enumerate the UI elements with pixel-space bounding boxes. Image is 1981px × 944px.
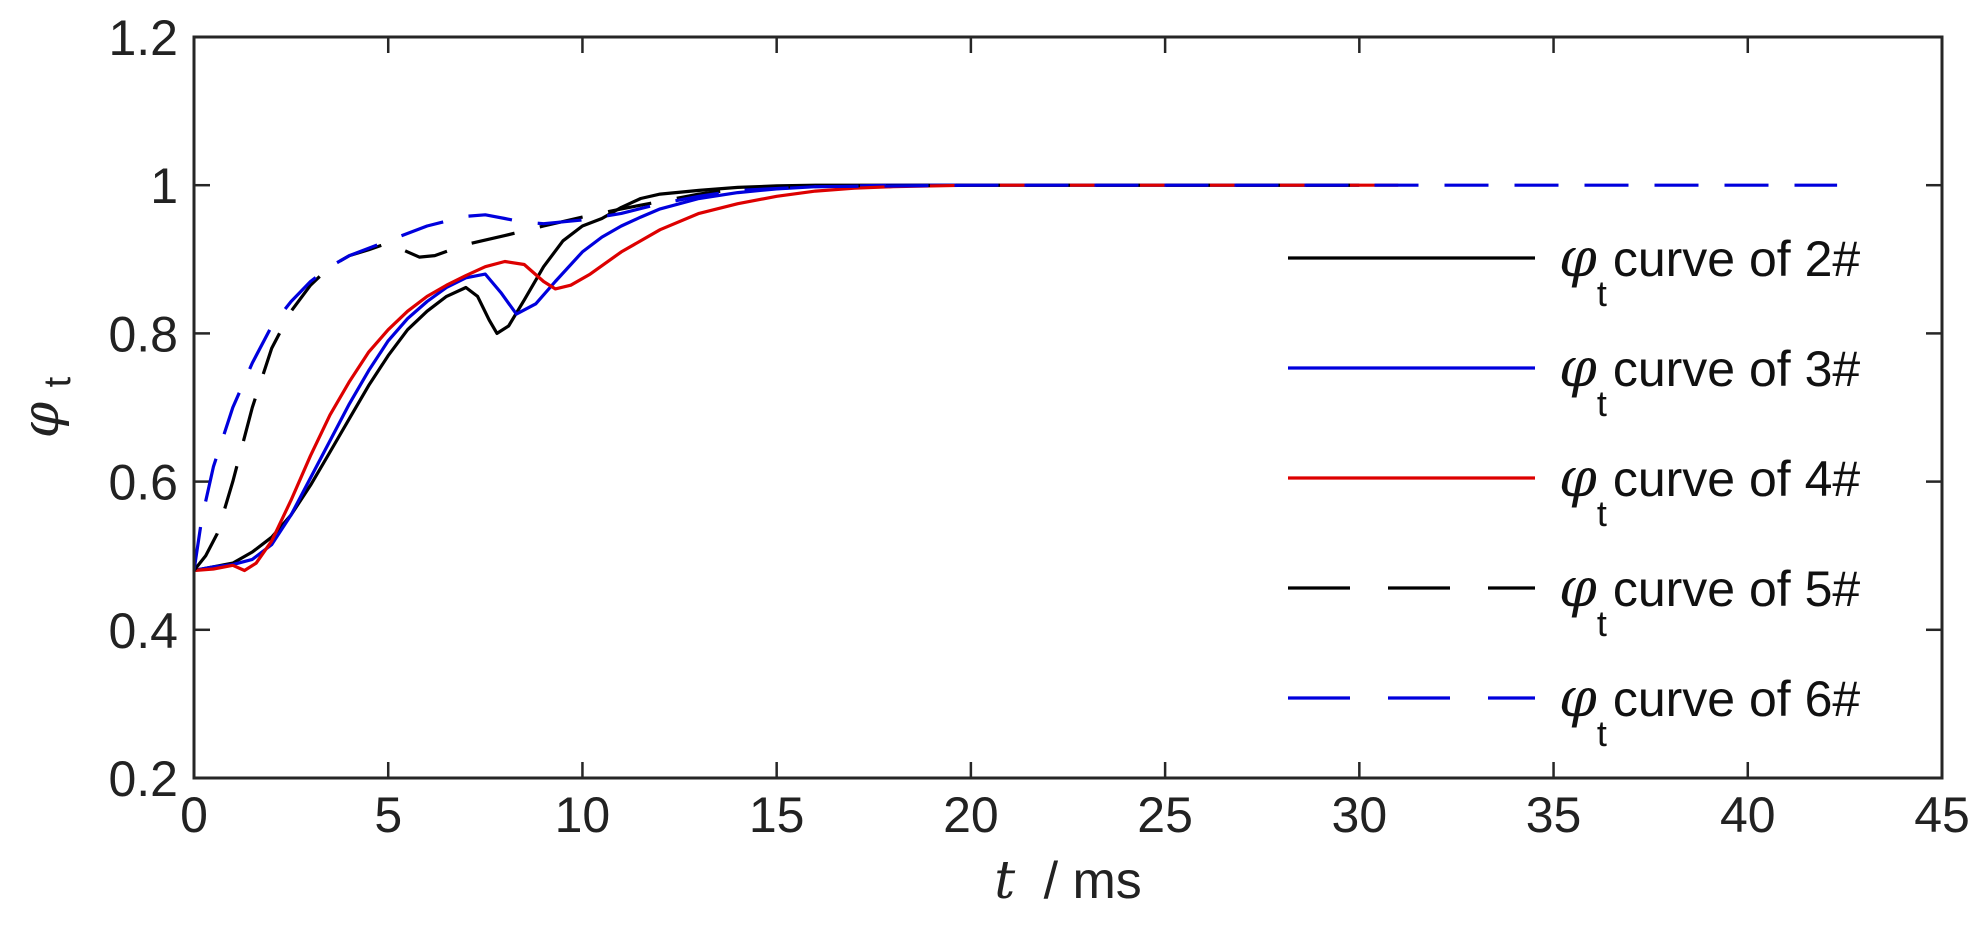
- legend: φtcurve of 2#φtcurve of 3#φtcurve of 4#φ…: [1288, 226, 1860, 754]
- x-tick-label: 35: [1526, 787, 1582, 843]
- x-tick-labels: 0 5 10 15 20 25 30 35 40 45: [180, 787, 1970, 843]
- legend-subscript: t: [1597, 713, 1607, 754]
- legend-symbol: φ: [1559, 446, 1597, 509]
- x-tick-label: 5: [374, 787, 402, 843]
- series-line-1: [193, 183, 1360, 573]
- legend-symbol: φ: [1559, 336, 1597, 399]
- tick-marks: [192, 35, 1944, 780]
- x-tick-label: 45: [1914, 787, 1970, 843]
- legend-subscript: t: [1597, 603, 1607, 644]
- y-tick-label: 0.4: [108, 603, 178, 659]
- legend-entry-5: φtcurve of 6#: [1559, 666, 1860, 754]
- x-tick-label: 30: [1332, 787, 1388, 843]
- legend-subscript: t: [1597, 493, 1607, 534]
- y-tick-label: 0.6: [108, 455, 178, 511]
- y-tick-label: 0.2: [108, 751, 178, 807]
- legend-label: curve of 2#: [1613, 231, 1861, 287]
- legend-label: curve of 5#: [1613, 561, 1861, 617]
- plot-frame: [192, 35, 1944, 780]
- legend-label: curve of 3#: [1613, 341, 1861, 397]
- legend-subscript: t: [1597, 383, 1607, 424]
- legend-label: curve of 4#: [1613, 451, 1861, 507]
- legend-symbol: φ: [1559, 226, 1597, 289]
- legend-symbol: φ: [1559, 556, 1597, 619]
- series-lines: [192, 183, 1838, 573]
- y-tick-label: 1.2: [108, 10, 178, 66]
- x-axis-label-unit: / ms: [1044, 852, 1142, 910]
- y-tick-labels: 0.2 0.4 0.6 0.8 1 1.2: [108, 10, 178, 807]
- legend-entry-3: φtcurve of 4#: [1559, 446, 1860, 534]
- x-tick-label: 0: [180, 787, 208, 843]
- legend-symbol: φ: [1559, 666, 1597, 729]
- x-tick-label: 25: [1137, 787, 1193, 843]
- y-tick-label: 0.8: [108, 306, 178, 362]
- x-axis-label-variable: t: [994, 851, 1015, 911]
- y-axis-label-subscript: t: [37, 376, 79, 387]
- y-tick-label: 1: [150, 158, 178, 214]
- series-line-5: [192, 183, 1838, 571]
- series-line-4: [192, 183, 1360, 572]
- legend-entry-2: φtcurve of 3#: [1559, 336, 1860, 424]
- x-tick-label: 15: [749, 787, 805, 843]
- series-line-3: [193, 183, 1399, 573]
- y-axis-label: φ t: [11, 376, 79, 438]
- legend-label: curve of 6#: [1613, 671, 1861, 727]
- x-tick-label: 20: [943, 787, 999, 843]
- x-axis-label: t / ms: [994, 851, 1142, 911]
- x-tick-label: 10: [555, 787, 611, 843]
- y-axis-label-symbol: φ: [11, 401, 71, 438]
- x-tick-label: 40: [1720, 787, 1776, 843]
- legend-entry-1: φtcurve of 2#: [1559, 226, 1860, 314]
- legend-entry-4: φtcurve of 5#: [1559, 556, 1860, 644]
- legend-subscript: t: [1597, 273, 1607, 314]
- series-line-2: [193, 183, 1360, 573]
